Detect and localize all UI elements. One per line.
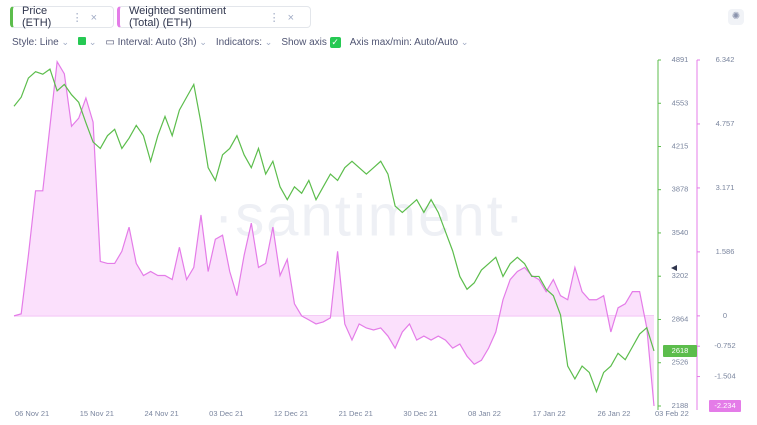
settings-button[interactable]: ✺ (728, 9, 744, 25)
y2-tick-label: -1.504 (714, 372, 735, 381)
interval-select[interactable]: ▭ Interval: Auto (3h) ⌄ (105, 37, 207, 48)
y-tick-label: 3540 (672, 228, 689, 237)
tab-label: Weighted sentiment (Total) (ETH) (129, 5, 227, 29)
y2-tick-label: 3.171 (716, 183, 735, 192)
x-tick-label: 24 Nov 21 (144, 409, 178, 418)
x-tick-label: 21 Dec 21 (339, 409, 373, 418)
last-value-label: 2618 (672, 346, 689, 355)
x-tick-label: 03 Feb 22 (655, 409, 689, 418)
x-tick-label: 30 Dec 21 (403, 409, 437, 418)
x-tick-label: 06 Nov 21 (15, 409, 49, 418)
x-tick-label: 15 Nov 21 (80, 409, 114, 418)
y-tick-label: 4553 (672, 98, 689, 107)
toolbar-label: Style: Line (12, 37, 59, 48)
last-value-label: -2.234 (714, 401, 735, 410)
x-tick-label: 08 Jan 22 (468, 409, 501, 418)
y-tick-label: 3202 (672, 271, 689, 280)
price-line (13, 68, 655, 394)
x-tick-label: 26 Jan 22 (597, 409, 630, 418)
x-tick-label: 03 Dec 21 (209, 409, 243, 418)
toolbar-label: Axis max/min: Auto/Auto (349, 37, 459, 48)
y2-tick-label: -0.752 (714, 341, 735, 350)
tab-label: Price (ETH) (22, 5, 52, 29)
last-value-badge (709, 400, 741, 412)
y-tick-label: 2864 (672, 314, 689, 323)
y2-tick-label: 1.586 (716, 247, 735, 256)
watermark: ·santiment· (214, 183, 526, 248)
x-tick-label: 17 Jan 22 (533, 409, 566, 418)
toolbar-label: Interval: Auto (3h) (117, 37, 197, 48)
toolbar-label: Indicators: (215, 37, 262, 48)
y2-tick-label: 6.342 (716, 55, 735, 64)
y-tick-label: 2188 (672, 401, 689, 410)
show-axis-toggle[interactable]: Show axis ✓ (281, 37, 341, 48)
series-tab[interactable]: Price (ETH) ⋮× (10, 5, 114, 29)
y2-tick-label: 4.757 (716, 119, 735, 128)
toolbar-label: Show axis (281, 37, 327, 48)
last-value-badge (663, 344, 697, 357)
style-select[interactable]: Style: Line ⌄ (12, 37, 70, 48)
y-tick-label: 2526 (672, 358, 689, 367)
y-tick-label: 3878 (672, 185, 689, 194)
sentiment-area (14, 61, 654, 407)
x-tick-label: 12 Dec 21 (274, 409, 308, 418)
y2-tick-label: 0 (723, 311, 727, 320)
series-tab[interactable]: Weighted sentiment (Total) (ETH) ⋮× (117, 5, 311, 29)
indicators-select[interactable]: Indicators: ⌄ (215, 37, 273, 48)
toolbar: Style: Line ⌄ ⌄ ▭ Interval: Auto (3h) ⌄ … (12, 37, 468, 48)
y-tick-label: 4891 (672, 55, 689, 64)
axis-maxmin-select[interactable]: Axis max/min: Auto/Auto ⌄ (349, 37, 469, 48)
cursor-marker (671, 265, 677, 271)
y-tick-label: 4215 (672, 142, 689, 151)
color-select[interactable]: ⌄ (78, 37, 96, 48)
